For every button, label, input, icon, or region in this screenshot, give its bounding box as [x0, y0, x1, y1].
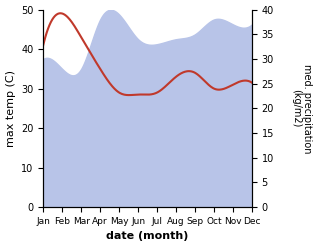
X-axis label: date (month): date (month) [107, 231, 189, 242]
Y-axis label: med. precipitation
(kg/m2): med. precipitation (kg/m2) [291, 64, 313, 153]
Y-axis label: max temp (C): max temp (C) [5, 70, 16, 147]
